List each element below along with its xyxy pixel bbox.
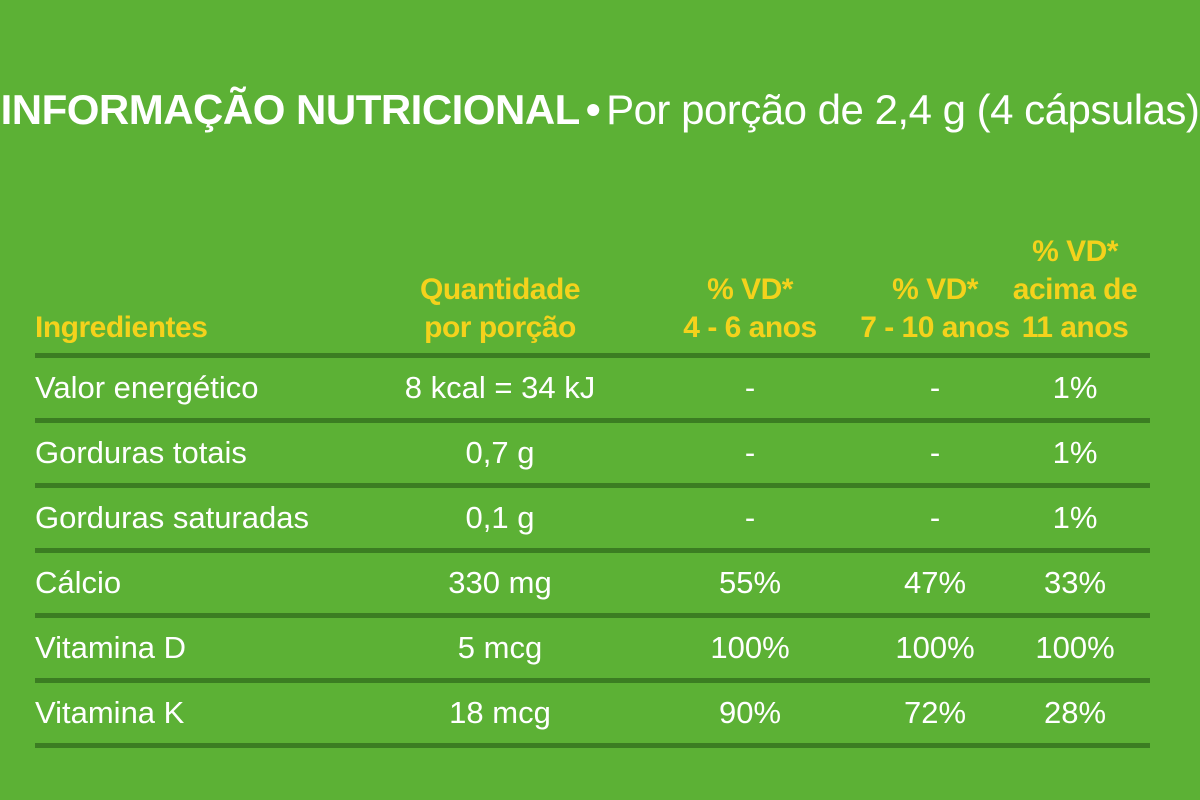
header-quantidade: Quantidade por porção [419,273,581,344]
ingredient-name: Valor energético [35,370,259,405]
vd-4-6: - [744,435,756,470]
quantity: 18 mcg [449,695,551,730]
table-row: Vitamina D 5 mcg 100% 100% 100% [35,618,1150,678]
table-row: Cálcio 330 mg 55% 47% 33% [35,553,1150,613]
vd-7-10: - [929,370,941,405]
quantity: 8 kcal = 34 kJ [404,370,596,405]
quantity: 330 mg [448,565,552,600]
vd-11-plus: 1% [1052,500,1098,535]
vd-4-6: - [744,500,756,535]
table-divider [35,613,1150,618]
ingredient-name: Vitamina K [35,695,185,730]
nutrition-table: Ingredientes Quantidade por porção % VD*… [35,210,1150,748]
header-vd-11-plus: % VD* acima de 11 anos [1012,235,1138,344]
title-bullet: • [585,86,601,133]
table-divider [35,483,1150,488]
vd-7-10: 72% [903,695,967,730]
table-divider [35,678,1150,683]
vd-7-10: 47% [903,565,967,600]
ingredient-name: Vitamina D [35,630,187,665]
title-main: INFORMAÇÃO NUTRICIONAL [0,86,581,133]
header-vd-7-10: % VD* 7 - 10 anos [860,273,1010,344]
ingredient-name: Cálcio [35,565,122,600]
table-row: Gorduras saturadas 0,1 g - - 1% [35,488,1150,548]
quantity: 0,7 g [465,435,535,470]
header-vd-4-6: % VD* 4 - 6 anos [683,273,817,344]
quantity: 5 mcg [457,630,543,665]
vd-4-6: 90% [718,695,782,730]
table-divider [35,548,1150,553]
table-divider [35,743,1150,748]
vd-11-plus: 33% [1043,565,1107,600]
table-header: Ingredientes Quantidade por porção % VD*… [35,210,1150,353]
vd-4-6: 55% [718,565,782,600]
table-divider [35,353,1150,358]
vd-4-6: 100% [710,630,790,665]
ingredient-name: Gorduras saturadas [35,500,309,535]
title-serving: Por porção de 2,4 g (4 cápsulas) [606,86,1200,133]
vd-11-plus: 28% [1043,695,1107,730]
quantity: 0,1 g [465,500,535,535]
page-title: INFORMAÇÃO NUTRICIONAL • Por porção de 2,4… [0,86,1200,134]
table-row: Valor energético 8 kcal = 34 kJ - - 1% [35,358,1150,418]
table-row: Vitamina K 18 mcg 90% 72% 28% [35,683,1150,743]
table-row: Gorduras totais 0,7 g - - 1% [35,423,1150,483]
vd-7-10: - [929,500,941,535]
header-ingredientes: Ingredientes [35,311,208,344]
vd-11-plus: 1% [1052,435,1098,470]
vd-11-plus: 1% [1052,370,1098,405]
vd-7-10: - [929,435,941,470]
ingredient-name: Gorduras totais [35,435,247,470]
vd-11-plus: 100% [1035,630,1115,665]
vd-7-10: 100% [895,630,975,665]
vd-4-6: - [744,370,756,405]
table-divider [35,418,1150,423]
